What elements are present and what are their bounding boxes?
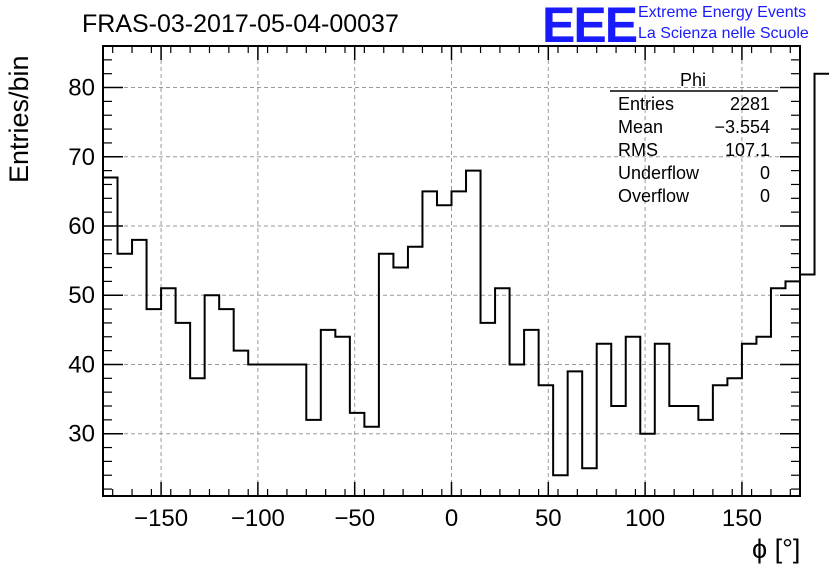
- eee-logo: EEE: [542, 0, 638, 53]
- stats-value-rms: 107.1: [725, 140, 770, 160]
- grid-lines: [103, 46, 800, 496]
- x-tick-label: 150: [722, 505, 762, 532]
- y-tick-label: 60: [68, 213, 95, 240]
- stats-label-underflow: Underflow: [618, 163, 700, 183]
- axis-ticks: −150 −100 −50 0 50 100 150 30 40 50 60 70 80: [68, 45, 800, 532]
- logo-line-2: La Scienza nelle Scuole: [638, 25, 809, 42]
- histogram-step-line: [102, 72, 830, 496]
- y-tick-label: 80: [68, 75, 95, 102]
- stats-title: Phi: [680, 70, 706, 90]
- y-tick-label: 30: [68, 421, 95, 448]
- chart-title: FRAS-03-2017-05-04-00037: [82, 10, 399, 38]
- x-tick-label: −50: [334, 505, 375, 532]
- x-tick-label: −150: [134, 505, 188, 532]
- stats-label-mean: Mean: [618, 117, 663, 137]
- x-tick-label: 100: [625, 505, 665, 532]
- stats-box: Phi Entries 2281 Mean −3.554 RMS 107.1 U…: [610, 70, 778, 206]
- plot-frame: [102, 45, 801, 497]
- stats-label-overflow: Overflow: [618, 186, 690, 206]
- y-tick-label: 50: [68, 282, 95, 309]
- stats-value-mean: −3.554: [714, 117, 770, 137]
- stats-label-entries: Entries: [618, 94, 674, 114]
- x-axis-label: ϕ [°]: [752, 534, 801, 564]
- x-tick-label: 0: [445, 505, 458, 532]
- logo-line-1: Extreme Energy Events: [638, 4, 807, 21]
- stats-value-underflow: 0: [760, 163, 770, 183]
- y-tick-label: 70: [68, 144, 95, 171]
- x-tick-label: −100: [231, 505, 285, 532]
- stats-label-rms: RMS: [618, 140, 658, 160]
- y-tick-label: 40: [68, 351, 95, 378]
- stats-value-overflow: 0: [760, 186, 770, 206]
- x-tick-label: 50: [535, 505, 562, 532]
- stats-value-entries: 2281: [730, 94, 770, 114]
